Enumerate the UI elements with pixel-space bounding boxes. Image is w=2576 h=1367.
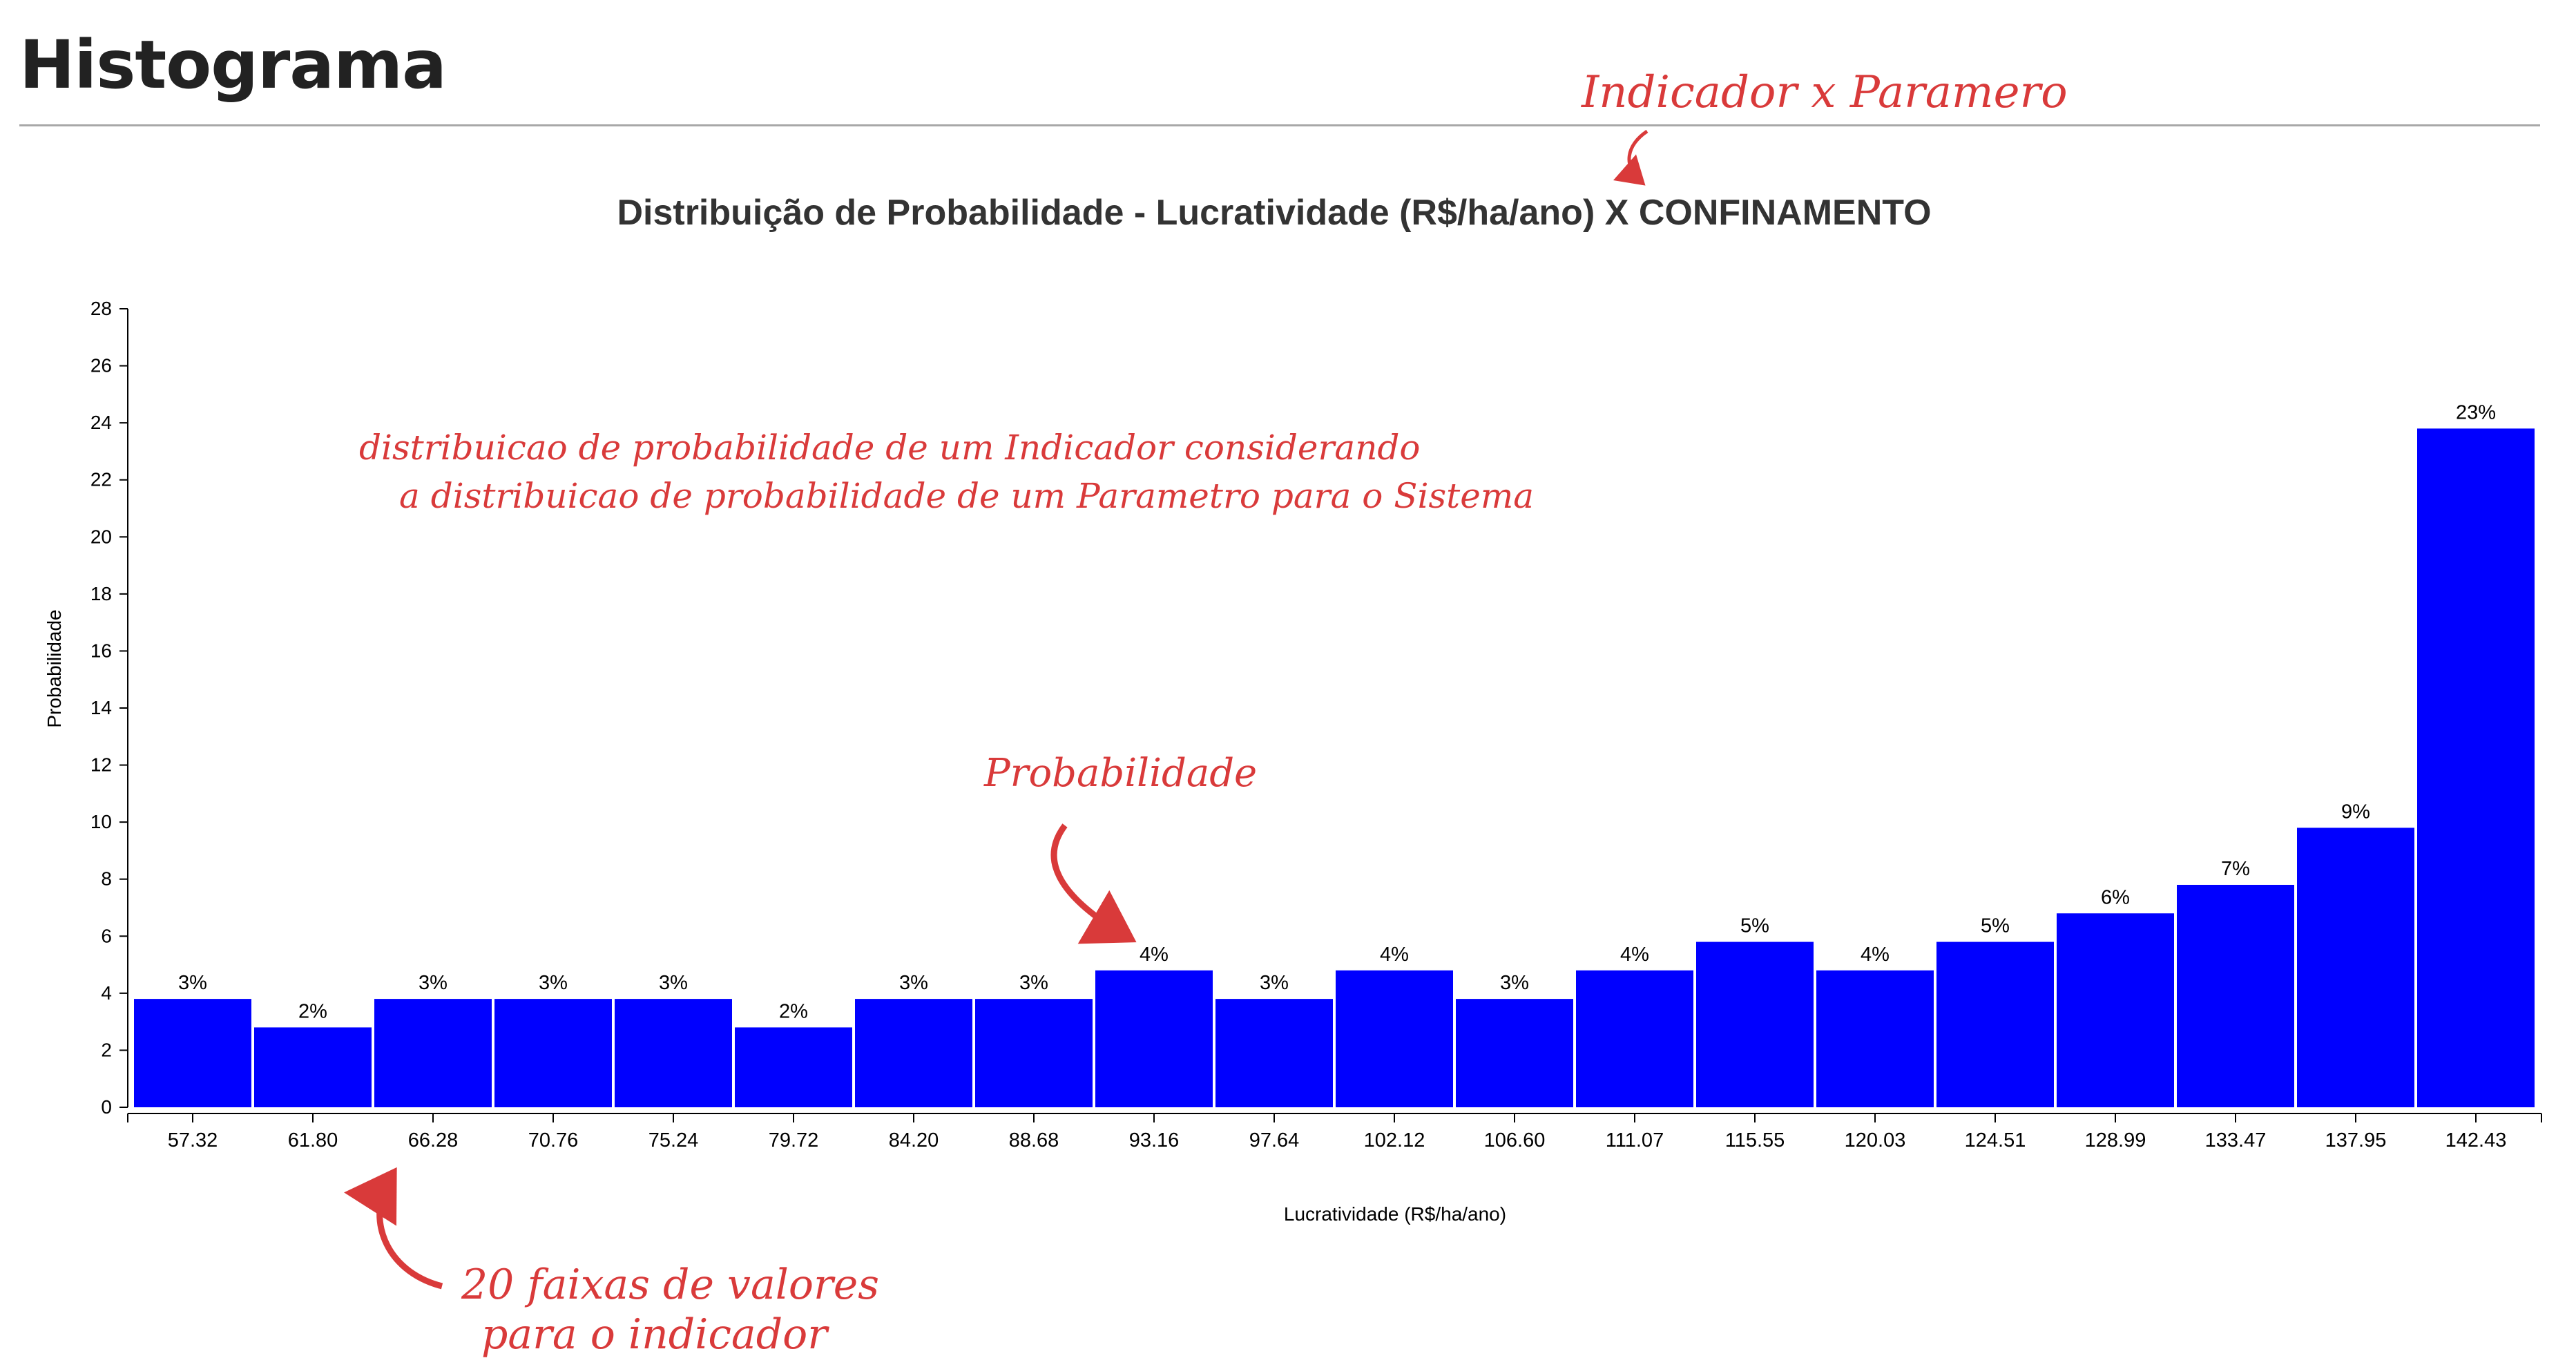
heading-divider (19, 124, 2540, 126)
histogram-bar (735, 1027, 852, 1107)
bar-data-labels: 3% 2% 3% 3% 3% 2% 3% 3% 4% 3% 4% 3% 4% 5% 4% 5% 6% 7% 9% 23… (178, 401, 2496, 1022)
x-tick-label: 79.72 (769, 1129, 819, 1151)
bar-data-label: 3% (899, 972, 928, 994)
bar-data-label: 4% (1861, 944, 1890, 966)
annotation-ranges-line2: para o indicador (481, 1310, 829, 1359)
y-tick-label: 26 (90, 355, 112, 376)
bar-data-label: 23% (2456, 401, 2496, 423)
y-tick-label: 22 (90, 469, 112, 490)
histogram-bar (2297, 828, 2414, 1107)
bar-data-label: 3% (1500, 972, 1529, 994)
histogram-bar (1456, 999, 1573, 1107)
histogram-bar (494, 999, 612, 1107)
x-tick-label: 75.24 (648, 1129, 699, 1151)
histogram-bar (1215, 999, 1333, 1107)
annotation-probability: Probabilidade (983, 751, 1257, 796)
histogram-bar (2057, 913, 2174, 1107)
annotation-description-line1: distribuicao de probabilidade de um Indi… (359, 428, 1421, 468)
y-tick-label: 18 (90, 583, 112, 604)
bar-data-label: 5% (1740, 915, 1769, 937)
histogram-bar (374, 999, 492, 1107)
histogram-bar (1936, 941, 2054, 1107)
x-tick-label: 142.43 (2445, 1129, 2507, 1151)
y-tick-label: 10 (90, 811, 112, 832)
annotation-description-line2: a distribuicao de probabilidade de um Pa… (399, 476, 1534, 516)
y-tick-label: 14 (90, 697, 112, 718)
x-tick-label: 66.28 (408, 1129, 459, 1151)
x-axis-title: Lucratividade (R$/ha/ano) (1284, 1203, 1506, 1225)
histogram-bar (254, 1027, 372, 1107)
annotation-ranges-line1: 20 faixas de valores (461, 1261, 879, 1309)
annotation-arrow-probability (1050, 823, 1137, 944)
histogram-bar (975, 999, 1093, 1107)
x-tick-label: 84.20 (889, 1129, 939, 1151)
y-tick-label: 4 (101, 982, 112, 1004)
bar-series (134, 428, 2535, 1107)
x-tick-label: 97.64 (1249, 1129, 1300, 1151)
x-tick-label: 88.68 (1009, 1129, 1059, 1151)
bar-data-label: 3% (419, 972, 448, 994)
x-tick-label: 61.80 (288, 1129, 338, 1151)
annotation-arrow-title (1613, 129, 1649, 186)
y-tick-label: 6 (101, 925, 112, 946)
bar-data-label: 3% (1260, 972, 1289, 994)
x-tick-label: 93.16 (1129, 1129, 1180, 1151)
histogram-bar (855, 999, 972, 1107)
x-tick-label: 133.47 (2205, 1129, 2267, 1151)
bar-data-label: 4% (1380, 944, 1409, 966)
annotation-indicator-param: Indicador x Paramero (1581, 67, 2068, 118)
y-tick-label: 16 (90, 640, 112, 661)
x-tick-label: 102.12 (1364, 1129, 1425, 1151)
histogram-bar (1095, 970, 1213, 1107)
x-tick-label: 57.32 (168, 1129, 218, 1151)
histogram-bar (2417, 428, 2535, 1107)
y-tick-label: 8 (101, 868, 112, 890)
bar-data-label: 3% (539, 972, 568, 994)
page-heading: Histograma (19, 26, 447, 104)
x-tick-label: 106.60 (1484, 1129, 1546, 1151)
x-axis: 57.32 61.80 66.28 70.76 75.24 79.72 84.20 88.68… (127, 1113, 2542, 1151)
histogram-bar (2177, 884, 2294, 1107)
histogram-bar (1576, 970, 1693, 1107)
y-tick-label: 12 (90, 754, 112, 776)
x-tick-label: 137.95 (2325, 1129, 2387, 1151)
x-tick-label: 115.55 (1725, 1129, 1785, 1151)
bar-data-label: 6% (2101, 886, 2130, 908)
histogram-bar (1696, 941, 1814, 1107)
x-tick-label: 128.99 (2085, 1129, 2146, 1151)
histogram-bar (615, 999, 732, 1107)
annotation-arrow-ranges (344, 1167, 443, 1290)
x-tick-label: 120.03 (1845, 1129, 1906, 1151)
bar-data-label: 2% (779, 1000, 808, 1022)
histogram-bar (1336, 970, 1453, 1107)
bar-data-label: 3% (1019, 972, 1048, 994)
bar-data-label: 2% (298, 1000, 327, 1022)
bar-data-label: 4% (1620, 944, 1649, 966)
x-tick-label: 111.07 (1606, 1129, 1664, 1151)
y-tick-label: 0 (101, 1096, 112, 1118)
y-tick-label: 24 (90, 412, 112, 433)
x-tick-label: 124.51 (1965, 1129, 2026, 1151)
bar-data-label: 4% (1140, 944, 1169, 966)
bar-data-label: 7% (2221, 858, 2250, 880)
bar-data-label: 3% (178, 972, 207, 994)
chart-title: Distribuição de Probabilidade - Lucrativ… (617, 193, 1931, 233)
y-tick-label: 28 (90, 298, 112, 319)
x-tick-label: 70.76 (528, 1129, 579, 1151)
y-axis-title: Probabilidade (44, 609, 65, 727)
bar-data-label: 5% (1981, 915, 2010, 937)
y-tick-label: 2 (101, 1039, 112, 1060)
y-tick-label: 20 (90, 526, 112, 547)
histogram-bar (134, 999, 251, 1107)
bar-data-label: 9% (2341, 801, 2370, 823)
histogram-bar (1816, 970, 1934, 1107)
bar-data-label: 3% (659, 972, 688, 994)
